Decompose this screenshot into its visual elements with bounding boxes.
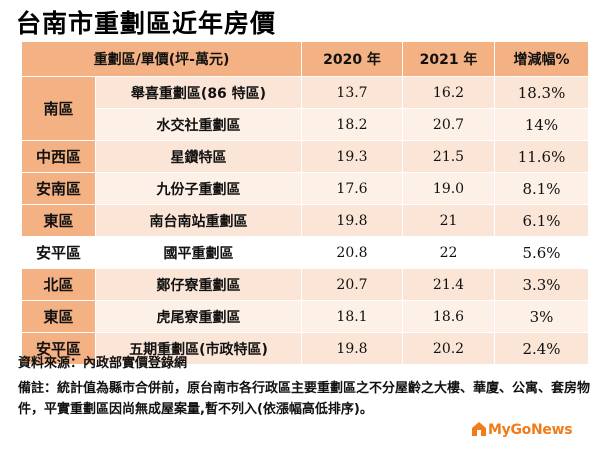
table-row: 安平區 國平重劃區 20.8 22 5.6% <box>21 236 590 269</box>
price-2020: 19.8 <box>301 204 404 237</box>
district-name: 五期重劃區(市政特區) <box>94 332 303 365</box>
district-name: 鄭仔寮重劃區 <box>94 268 303 301</box>
district-name: 水交社重劃區 <box>94 108 303 141</box>
header-2021: 2021 年 <box>402 41 496 77</box>
region-cell: 安平區 <box>21 332 96 365</box>
remarks-note: 備註：統計值為縣市合併前，原台南市各行政區主要重劃區之不分屋齡之大樓、華廈、公寓… <box>18 381 591 417</box>
price-2021: 21 <box>402 204 496 237</box>
table-row: 北區 鄭仔寮重劃區 20.7 21.4 3.3% <box>21 268 590 301</box>
price-2020: 13.7 <box>301 76 404 109</box>
change-pct: 3% <box>494 300 590 333</box>
price-2020: 18.2 <box>301 108 404 141</box>
change-pct: 14% <box>494 108 590 141</box>
district-name: 星鑽特區 <box>94 140 303 173</box>
change-pct: 3.3% <box>494 268 590 301</box>
district-name: 舉喜重劃區(86 特區) <box>94 76 303 109</box>
price-2021: 20.2 <box>402 332 496 365</box>
price-2020: 20.8 <box>301 236 404 269</box>
table-row: 安平區 五期重劃區(市政特區) 19.8 20.2 2.4% <box>21 332 590 365</box>
change-pct: 18.3% <box>494 76 590 109</box>
region-cell: 中西區 <box>21 140 96 173</box>
page-title: 台南市重劃區近年房價 <box>16 9 277 38</box>
change-pct: 6.1% <box>494 204 590 237</box>
price-2020: 20.7 <box>301 268 404 301</box>
table-row: 東區 虎尾寮重劃區 18.1 18.6 3% <box>21 300 590 333</box>
price-table: 重劃區/單價(坪-萬元) 2020 年 2021 年 增減幅% 南區 舉喜重劃區… <box>20 41 590 365</box>
region-cell: 安平區 <box>21 236 96 269</box>
mygonews-logo: MyGoNews <box>488 422 573 438</box>
price-2021: 21.4 <box>402 268 496 301</box>
region-cell: 北區 <box>21 268 96 301</box>
price-2021: 20.7 <box>402 108 496 141</box>
price-2021: 19.0 <box>402 172 496 205</box>
price-2021: 21.5 <box>402 140 496 173</box>
table-row: 水交社重劃區 18.2 20.7 14% <box>22 108 590 141</box>
price-2021: 16.2 <box>402 76 496 109</box>
price-2020: 19.3 <box>301 140 404 173</box>
house-logo-icon <box>472 422 486 436</box>
change-pct: 11.6% <box>494 140 590 173</box>
region-cell: 東區 <box>21 300 96 333</box>
table-row: 南區 舉喜重劃區(86 特區) 13.7 16.2 18.3% <box>21 76 590 141</box>
region-cell: 南區 <box>21 76 96 141</box>
price-2021: 18.6 <box>402 300 496 333</box>
header-2020: 2020 年 <box>301 41 404 77</box>
price-2020: 19.8 <box>301 332 404 365</box>
district-name: 虎尾寮重劃區 <box>94 300 303 333</box>
source-note: 資料來源：內政部實價登錄網 <box>18 356 188 371</box>
change-pct: 2.4% <box>494 332 590 365</box>
change-pct: 8.1% <box>494 172 590 205</box>
region-cell: 安南區 <box>21 172 96 205</box>
district-name: 國平重劃區 <box>94 236 303 269</box>
price-2021: 22 <box>402 236 496 269</box>
table-header-row: 重劃區/單價(坪-萬元) 2020 年 2021 年 增減幅% <box>20 41 590 77</box>
district-name: 南台南站重劃區 <box>94 204 303 237</box>
header-region-name: 重劃區/單價(坪-萬元) <box>20 41 303 77</box>
price-2020: 17.6 <box>301 172 404 205</box>
table-row: 東區 南台南站重劃區 19.8 21 6.1% <box>21 204 590 237</box>
region-cell: 東區 <box>21 204 96 237</box>
district-name: 九份子重劃區 <box>94 172 303 205</box>
header-change: 增減幅% <box>494 41 590 77</box>
price-2020: 18.1 <box>301 300 404 333</box>
table-row: 安南區 九份子重劃區 17.6 19.0 8.1% <box>21 172 590 205</box>
table-row: 中西區 星鑽特區 19.3 21.5 11.6% <box>21 140 590 173</box>
change-pct: 5.6% <box>494 236 590 269</box>
